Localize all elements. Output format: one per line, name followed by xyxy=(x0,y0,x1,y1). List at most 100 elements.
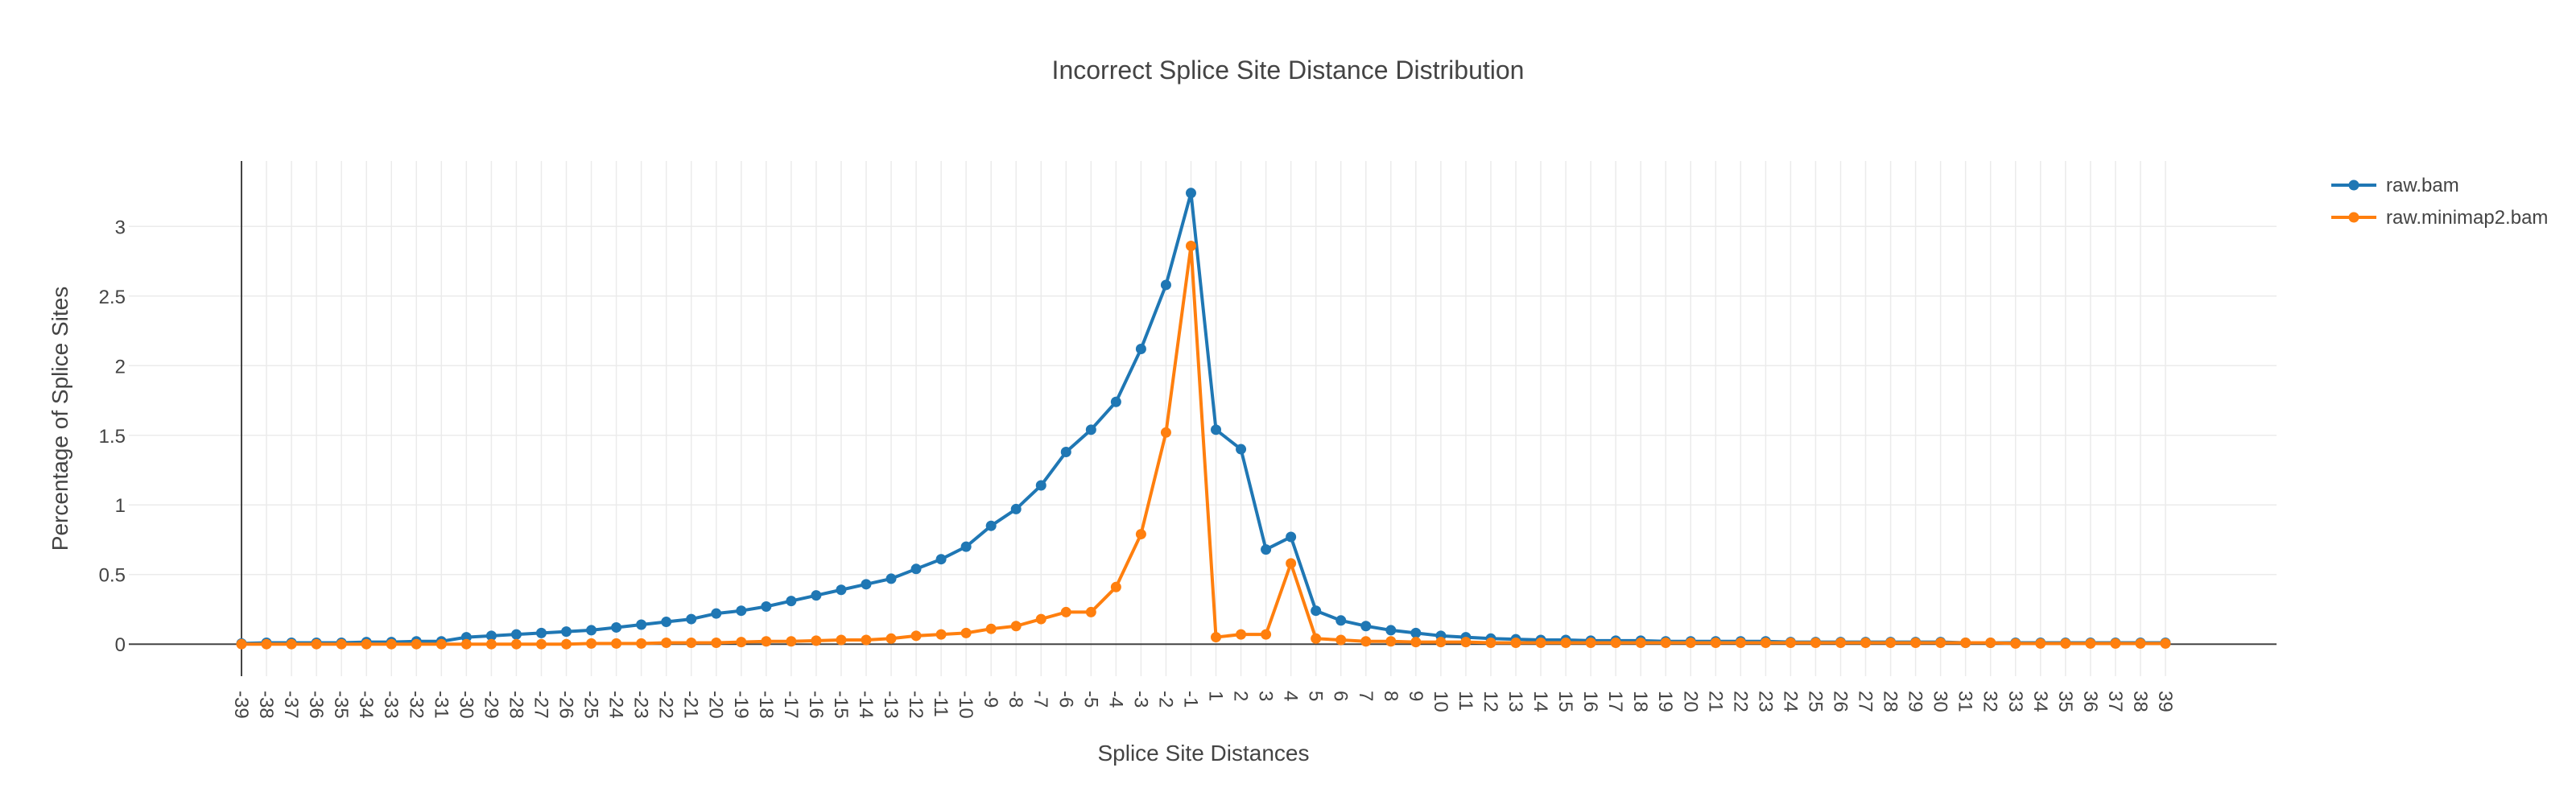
data-point[interactable] xyxy=(786,596,797,607)
data-point[interactable] xyxy=(761,636,772,647)
data-point[interactable] xyxy=(436,638,447,650)
data-point[interactable] xyxy=(1335,615,1347,626)
data-point[interactable] xyxy=(686,613,697,625)
data-point[interactable] xyxy=(2135,638,2146,649)
data-point[interactable] xyxy=(1110,396,1121,407)
data-point[interactable] xyxy=(485,630,497,642)
data-point[interactable] xyxy=(1335,634,1347,646)
data-point[interactable] xyxy=(535,627,547,638)
data-point[interactable] xyxy=(1360,636,1372,647)
data-point[interactable] xyxy=(411,638,422,650)
data-point[interactable] xyxy=(460,638,472,650)
data-point[interactable] xyxy=(836,584,847,596)
data-point[interactable] xyxy=(1385,636,1397,647)
data-point[interactable] xyxy=(1910,637,1922,648)
data-point[interactable] xyxy=(1785,637,1796,648)
data-point[interactable] xyxy=(1735,637,1746,648)
data-point[interactable] xyxy=(1585,637,1596,648)
data-point[interactable] xyxy=(1660,637,1671,648)
data-point[interactable] xyxy=(1286,558,1297,569)
data-point[interactable] xyxy=(1035,613,1046,625)
legend-item[interactable]: raw.bam xyxy=(2331,175,2459,196)
data-point[interactable] xyxy=(1760,637,1771,648)
data-point[interactable] xyxy=(910,630,922,642)
data-point[interactable] xyxy=(1510,637,1521,648)
data-point[interactable] xyxy=(1685,637,1696,648)
data-point[interactable] xyxy=(1485,637,1496,648)
data-point[interactable] xyxy=(1935,637,1946,648)
data-point[interactable] xyxy=(935,554,947,565)
data-point[interactable] xyxy=(286,638,297,650)
data-point[interactable] xyxy=(686,637,697,648)
data-point[interactable] xyxy=(535,638,547,650)
data-point[interactable] xyxy=(485,638,497,650)
data-point[interactable] xyxy=(761,601,772,613)
data-point[interactable] xyxy=(1160,427,1171,438)
data-point[interactable] xyxy=(661,637,672,648)
data-point[interactable] xyxy=(1160,279,1171,291)
data-point[interactable] xyxy=(886,573,897,584)
data-point[interactable] xyxy=(1286,531,1297,543)
data-point[interactable] xyxy=(711,608,722,619)
data-point[interactable] xyxy=(736,637,747,648)
data-point[interactable] xyxy=(611,638,622,649)
data-point[interactable] xyxy=(985,520,997,531)
data-point[interactable] xyxy=(586,625,597,636)
data-point[interactable] xyxy=(1435,637,1447,648)
data-point[interactable] xyxy=(1135,529,1146,540)
data-point[interactable] xyxy=(711,637,722,648)
data-point[interactable] xyxy=(811,590,822,601)
data-point[interactable] xyxy=(811,635,822,646)
data-point[interactable] xyxy=(1135,344,1146,355)
data-point[interactable] xyxy=(1385,625,1397,636)
data-point[interactable] xyxy=(1610,637,1621,648)
data-point[interactable] xyxy=(1810,637,1821,648)
data-point[interactable] xyxy=(236,638,247,650)
data-point[interactable] xyxy=(1410,637,1422,648)
data-point[interactable] xyxy=(886,633,897,644)
data-point[interactable] xyxy=(736,605,747,617)
data-point[interactable] xyxy=(2060,638,2071,649)
data-point[interactable] xyxy=(1110,581,1121,592)
data-point[interactable] xyxy=(1010,621,1022,632)
data-point[interactable] xyxy=(636,638,647,649)
data-point[interactable] xyxy=(1985,637,1996,648)
data-point[interactable] xyxy=(1710,637,1721,648)
data-point[interactable] xyxy=(1835,637,1846,648)
data-point[interactable] xyxy=(1460,637,1472,648)
data-point[interactable] xyxy=(1185,188,1196,199)
data-point[interactable] xyxy=(1360,621,1372,632)
data-point[interactable] xyxy=(985,623,997,634)
data-point[interactable] xyxy=(1261,544,1272,555)
data-point[interactable] xyxy=(1211,424,1222,435)
data-point[interactable] xyxy=(1560,637,1571,648)
data-point[interactable] xyxy=(836,634,847,646)
data-point[interactable] xyxy=(1060,606,1071,617)
data-point[interactable] xyxy=(1311,633,1322,644)
data-point[interactable] xyxy=(861,579,872,590)
data-point[interactable] xyxy=(361,638,372,650)
data-point[interactable] xyxy=(2085,638,2096,649)
data-point[interactable] xyxy=(261,638,272,650)
data-point[interactable] xyxy=(561,638,572,650)
data-point[interactable] xyxy=(960,627,972,638)
data-point[interactable] xyxy=(1211,632,1222,643)
data-point[interactable] xyxy=(510,629,522,640)
data-point[interactable] xyxy=(1860,637,1872,648)
data-point[interactable] xyxy=(910,563,922,575)
data-point[interactable] xyxy=(1311,605,1322,617)
data-point[interactable] xyxy=(1236,629,1247,640)
data-point[interactable] xyxy=(861,634,872,646)
data-point[interactable] xyxy=(2010,638,2021,649)
data-point[interactable] xyxy=(2035,638,2046,649)
data-point[interactable] xyxy=(661,617,672,628)
data-point[interactable] xyxy=(2160,638,2171,649)
data-point[interactable] xyxy=(1885,637,1897,648)
data-point[interactable] xyxy=(1535,637,1546,648)
data-point[interactable] xyxy=(561,626,572,638)
data-point[interactable] xyxy=(2110,638,2121,649)
data-point[interactable] xyxy=(586,638,597,649)
data-point[interactable] xyxy=(636,619,647,630)
data-point[interactable] xyxy=(1010,503,1022,514)
data-point[interactable] xyxy=(336,638,347,650)
